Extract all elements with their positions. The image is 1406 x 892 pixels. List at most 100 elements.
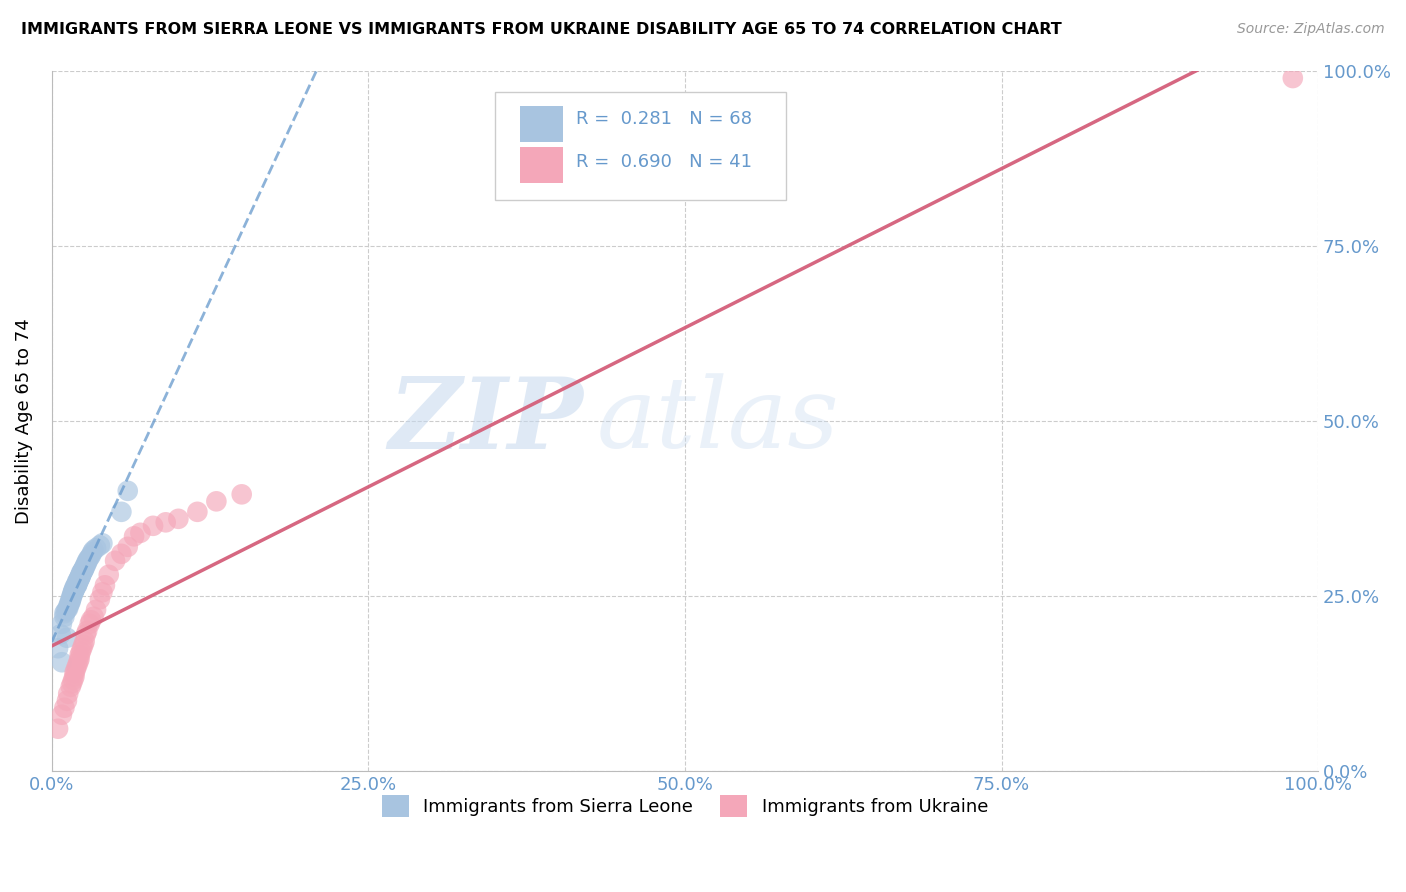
Point: [58, 687, 80, 701]
Point: [155, 516, 177, 530]
Point: [167, 512, 190, 526]
Text: R =  0.690   N = 41: R = 0.690 N = 41: [576, 153, 752, 171]
Point: [110, 547, 132, 561]
Point: [66, 577, 89, 591]
Point: [56, 603, 79, 617]
Y-axis label: Disability Age 65 to 74: Disability Age 65 to 74: [15, 318, 32, 524]
FancyBboxPatch shape: [495, 92, 786, 201]
Point: [117, 540, 139, 554]
Point: [53, 609, 76, 624]
Point: [67, 574, 90, 589]
Point: [66, 576, 89, 591]
Text: ZIP: ZIP: [388, 373, 583, 469]
Point: [65, 662, 87, 676]
Point: [69, 572, 91, 586]
Point: [186, 505, 208, 519]
Point: [66, 658, 89, 673]
Point: [70, 567, 93, 582]
Point: [83, 543, 105, 558]
Point: [142, 518, 165, 533]
Point: [70, 564, 93, 578]
Point: [51, 655, 73, 669]
Point: [63, 665, 86, 680]
Point: [59, 591, 82, 606]
Point: [67, 573, 90, 587]
Point: [104, 554, 127, 568]
Point: [97, 567, 120, 582]
Point: [58, 599, 80, 614]
Point: [62, 583, 84, 598]
Point: [83, 609, 105, 624]
Point: [60, 676, 83, 690]
Point: [75, 557, 97, 571]
Point: [110, 505, 132, 519]
Point: [89, 592, 111, 607]
Point: [58, 597, 80, 611]
Point: [89, 538, 111, 552]
Point: [80, 613, 103, 627]
FancyBboxPatch shape: [520, 146, 564, 183]
Point: [69, 652, 91, 666]
Point: [60, 589, 83, 603]
Point: [51, 707, 73, 722]
Point: [69, 570, 91, 584]
Point: [231, 487, 253, 501]
Point: [66, 578, 89, 592]
Point: [62, 586, 84, 600]
Point: [72, 638, 94, 652]
Point: [70, 566, 93, 581]
Text: atlas: atlas: [596, 373, 839, 468]
Point: [75, 627, 97, 641]
Point: [58, 596, 80, 610]
Point: [53, 607, 76, 621]
Point: [69, 648, 91, 663]
Point: [70, 569, 93, 583]
Point: [66, 574, 89, 589]
Point: [1281, 71, 1303, 86]
Point: [76, 554, 98, 568]
Point: [62, 584, 84, 599]
Point: [72, 564, 94, 578]
Point: [76, 624, 98, 638]
Point: [65, 578, 87, 592]
Text: IMMIGRANTS FROM SIERRA LEONE VS IMMIGRANTS FROM UKRAINE DISABILITY AGE 65 TO 74 : IMMIGRANTS FROM SIERRA LEONE VS IMMIGRAN…: [21, 22, 1062, 37]
Point: [129, 525, 152, 540]
Point: [70, 568, 93, 582]
Point: [53, 700, 76, 714]
Point: [69, 571, 91, 585]
Legend: Immigrants from Sierra Leone, Immigrants from Ukraine: Immigrants from Sierra Leone, Immigrants…: [374, 789, 995, 824]
Point: [59, 593, 82, 607]
Point: [63, 582, 86, 597]
Point: [122, 529, 145, 543]
Point: [73, 561, 96, 575]
Point: [62, 673, 84, 687]
Point: [58, 601, 80, 615]
Point: [63, 583, 86, 598]
Point: [63, 669, 86, 683]
Point: [56, 631, 79, 645]
Point: [49, 627, 72, 641]
Point: [70, 641, 93, 656]
Point: [66, 577, 89, 591]
Point: [94, 578, 117, 592]
Point: [70, 565, 93, 579]
Point: [51, 616, 73, 631]
Point: [56, 694, 79, 708]
Point: [60, 590, 83, 604]
Point: [79, 616, 101, 631]
Point: [117, 483, 139, 498]
Point: [65, 579, 87, 593]
Point: [70, 566, 93, 580]
FancyBboxPatch shape: [520, 106, 564, 143]
Point: [73, 634, 96, 648]
Point: [80, 548, 103, 562]
Point: [82, 545, 104, 559]
Point: [59, 594, 82, 608]
Point: [73, 559, 96, 574]
Point: [67, 655, 90, 669]
Point: [63, 582, 86, 596]
Point: [76, 555, 98, 569]
Point: [59, 680, 82, 694]
Point: [62, 585, 84, 599]
Point: [75, 558, 97, 572]
